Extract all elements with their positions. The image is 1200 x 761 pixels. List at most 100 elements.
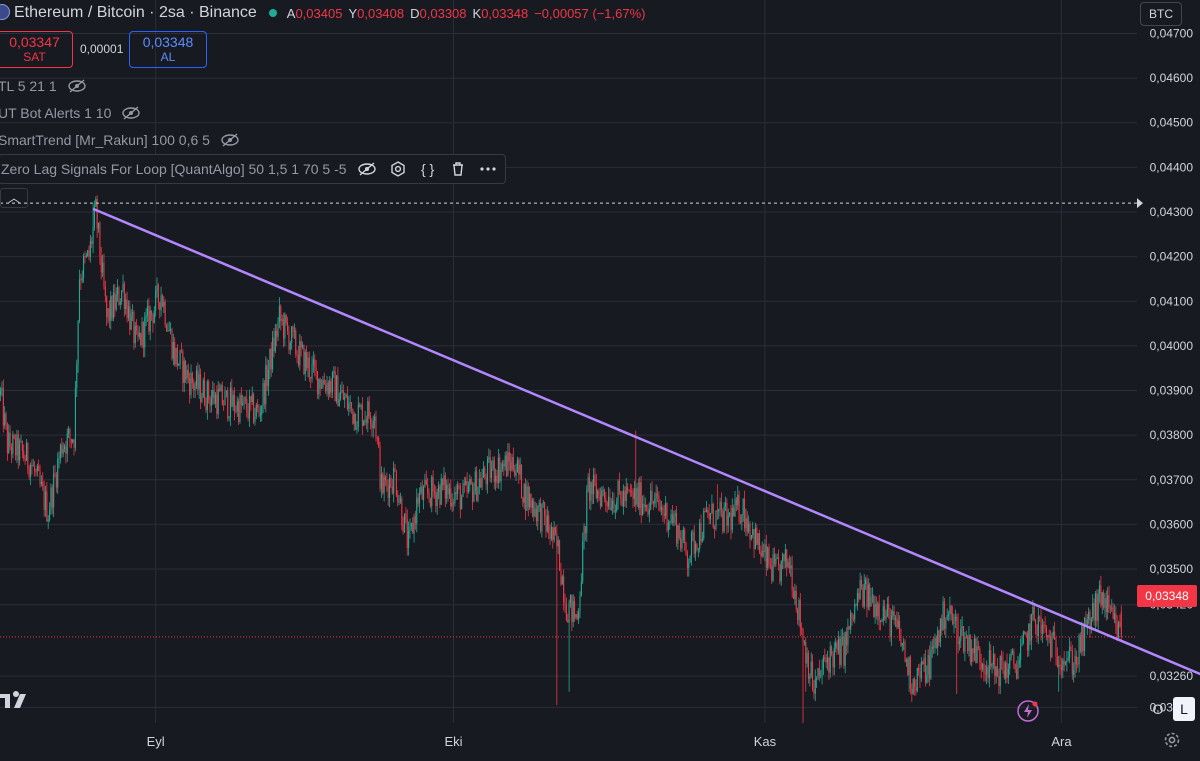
delete-icon[interactable] xyxy=(449,160,467,178)
candle-body xyxy=(889,609,891,638)
candle-body xyxy=(957,618,959,645)
candle-body xyxy=(673,516,675,524)
candle-body xyxy=(1056,656,1058,667)
candle-body xyxy=(631,491,633,492)
candle-body xyxy=(239,394,241,422)
candle-body xyxy=(888,604,890,610)
candle-body xyxy=(457,485,459,495)
sell-price: 0,03347 xyxy=(9,34,60,50)
candle-body xyxy=(121,290,123,302)
collapse-indicators-button[interactable]: ︿ xyxy=(0,188,28,208)
candle-body xyxy=(329,380,331,395)
candle-body xyxy=(859,579,861,600)
candle-body xyxy=(949,605,951,615)
candle-body xyxy=(235,411,237,413)
candle-body xyxy=(1069,646,1071,659)
candle-body xyxy=(831,646,833,654)
candle-body xyxy=(240,394,242,405)
candle-body xyxy=(364,419,366,421)
candle-body xyxy=(564,602,566,606)
candle-body xyxy=(8,432,10,453)
candle-body xyxy=(1077,663,1079,665)
candle-body xyxy=(282,319,285,339)
candle-body xyxy=(863,583,865,607)
candle-body xyxy=(266,365,268,387)
indicator-smarttrend[interactable]: SmartTrend [Mr_Rakun] 100 0,6 5 xyxy=(0,132,240,148)
candle-body xyxy=(357,404,359,427)
currency-button[interactable]: BTC xyxy=(1140,2,1182,26)
buy-button[interactable]: 0,03348 AL xyxy=(129,31,207,68)
indicator-tl[interactable]: TL 5 21 1 xyxy=(0,78,87,94)
hidden-eye-icon[interactable] xyxy=(220,133,240,147)
candle-body xyxy=(451,502,453,507)
candle-body xyxy=(216,394,218,415)
candle-body xyxy=(202,380,204,398)
candle-body xyxy=(654,498,656,504)
candle-body xyxy=(674,513,676,517)
candle-body xyxy=(629,490,631,492)
candle-body xyxy=(640,482,642,516)
settings-icon[interactable] xyxy=(389,160,407,178)
scale-l-button[interactable]: L xyxy=(1173,697,1195,721)
candle-body xyxy=(689,556,691,563)
candle-body xyxy=(941,618,943,631)
hidden-eye-icon[interactable] xyxy=(357,162,377,176)
candle-body xyxy=(361,404,363,426)
candle-body xyxy=(284,314,286,339)
candle-body xyxy=(478,478,480,488)
candle-body xyxy=(682,529,684,540)
symbol-title[interactable]: Ethereum / Bitcoin · 2sa · Binance xyxy=(14,4,257,21)
candle-body xyxy=(603,489,606,499)
candle-body xyxy=(716,510,718,512)
candle-body xyxy=(44,491,47,511)
candle-body xyxy=(153,310,155,323)
y-tick-label: 0,03260 xyxy=(1150,669,1194,683)
candle-body xyxy=(568,603,570,623)
candle-body xyxy=(548,515,550,533)
candle-body xyxy=(210,397,212,406)
candle-body xyxy=(310,377,312,379)
candle-body xyxy=(606,502,608,507)
gear-icon[interactable] xyxy=(1162,730,1182,750)
lightning-icon[interactable] xyxy=(1016,699,1040,723)
candle-body xyxy=(123,283,125,309)
candle-body xyxy=(442,478,444,486)
candle-body xyxy=(983,663,985,674)
candle-body xyxy=(225,390,227,392)
source-code-icon[interactable]: { } xyxy=(420,161,435,177)
candle-body xyxy=(195,370,197,386)
indicator-ut-bot[interactable]: UT Bot Alerts 1 10 xyxy=(0,105,141,121)
candle-body xyxy=(958,641,960,645)
indicator-zero-lag[interactable]: Zero Lag Signals For Loop [QuantAlgo] 50… xyxy=(0,154,506,184)
more-icon[interactable] xyxy=(479,160,497,178)
candle-body xyxy=(1021,643,1023,646)
candle-body xyxy=(267,369,270,387)
candle-body xyxy=(763,550,765,552)
candle-body xyxy=(705,509,708,513)
scale-o-button[interactable]: O xyxy=(1152,701,1164,717)
candle-body xyxy=(976,646,978,663)
candle-body xyxy=(975,638,977,663)
candle-body xyxy=(995,666,997,677)
sell-button[interactable]: 0,03347 SAT xyxy=(0,31,73,68)
candle-body xyxy=(855,604,857,606)
candle-body xyxy=(178,363,180,366)
candle-body xyxy=(242,403,244,405)
candle-body xyxy=(1029,623,1031,641)
candle-body xyxy=(95,199,97,207)
candle-body xyxy=(229,387,231,418)
candle-body xyxy=(197,370,199,390)
candle-body xyxy=(905,659,907,662)
candle-body xyxy=(315,367,317,371)
candle-body xyxy=(1103,592,1105,608)
candle-body xyxy=(686,554,688,568)
y-tick-label: 0,04600 xyxy=(1150,71,1194,85)
candle-body xyxy=(307,357,309,369)
candle-body xyxy=(378,438,380,447)
candle-body xyxy=(23,451,25,459)
hidden-eye-icon[interactable] xyxy=(67,79,87,93)
hidden-eye-icon[interactable] xyxy=(121,106,141,120)
candle-body xyxy=(971,648,973,662)
candle-body xyxy=(289,342,291,350)
